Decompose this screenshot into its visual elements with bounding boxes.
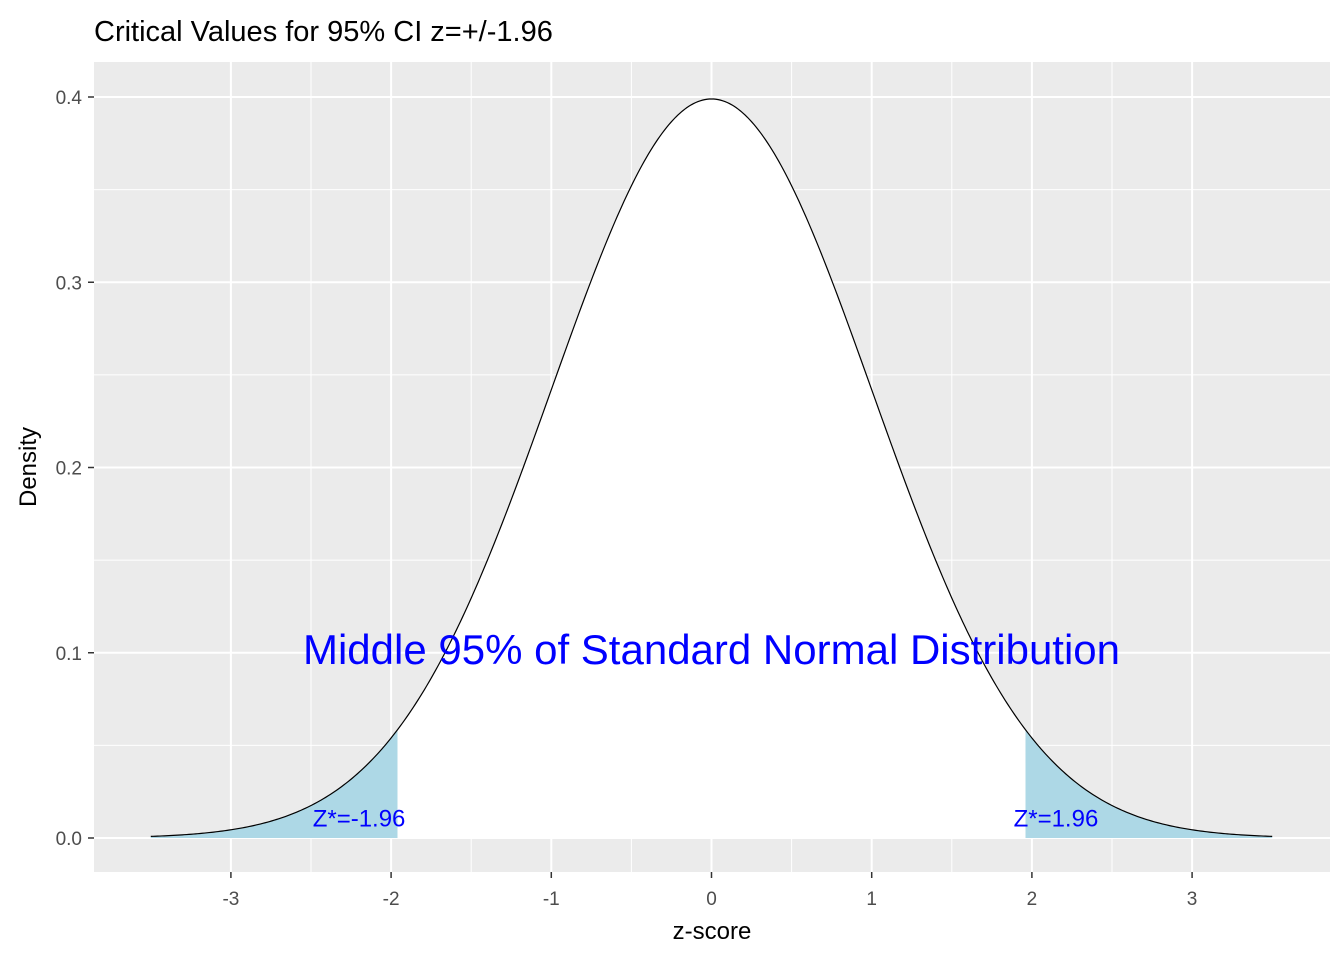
x-tick-label: 1: [866, 889, 877, 910]
y-tick-label: 0.4: [56, 88, 83, 109]
density-curve-layer: [150, 98, 1273, 837]
x-axis-ticks: -3 -2 -1 0 1 2 3: [222, 872, 1197, 910]
x-tick-label: -2: [383, 889, 400, 910]
right-critical-value-label: Z*=1.96: [1014, 806, 1099, 833]
density-curve: [150, 98, 1273, 837]
left-tail-area: [150, 729, 398, 838]
middle-area: [397, 98, 1026, 838]
x-tick-label: 0: [706, 889, 717, 910]
y-tick-label: 0.2: [56, 459, 82, 480]
x-tick-label: -1: [543, 889, 560, 910]
x-tick-label: 3: [1187, 889, 1198, 910]
chart-title: Critical Values for 95% CI z=+/-1.96: [94, 16, 553, 48]
right-tail-area: [1025, 729, 1273, 838]
x-tick-label: 2: [1027, 889, 1038, 910]
y-axis-title: Density: [15, 427, 42, 507]
y-axis-ticks: 0.0 0.1 0.2 0.3 0.4: [56, 88, 94, 850]
shaded-areas: [150, 98, 1273, 838]
left-critical-value-label: Z*=-1.96: [313, 806, 406, 833]
x-tick-label: -3: [222, 889, 239, 910]
y-tick-label: 0.3: [56, 273, 82, 294]
y-tick-label: 0.0: [56, 829, 82, 850]
x-axis-title: z-score: [673, 918, 752, 945]
annotations: Middle 95% of Standard Normal Distributi…: [303, 626, 1120, 833]
middle-95-annotation: Middle 95% of Standard Normal Distributi…: [303, 626, 1120, 673]
y-tick-label: 0.1: [56, 644, 82, 665]
